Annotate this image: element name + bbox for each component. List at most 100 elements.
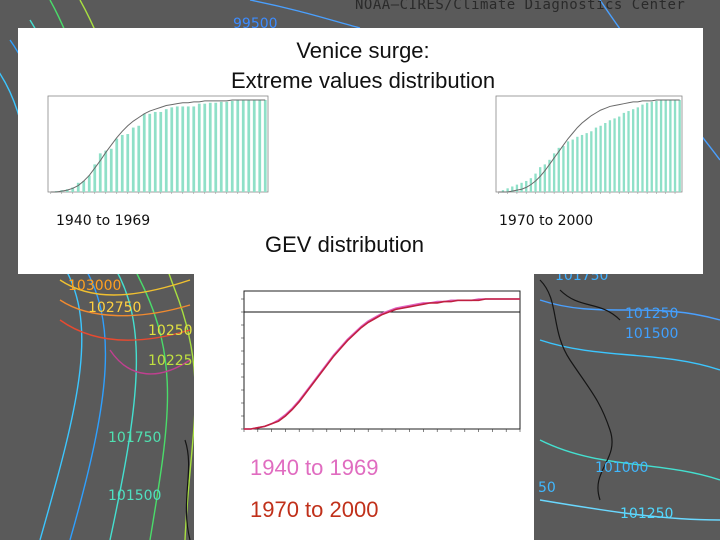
header-text: NOAA—CIRES/Climate Diagnostics Center <box>355 0 686 13</box>
histogram-bar <box>515 184 519 192</box>
histogram-bar <box>673 100 677 192</box>
histogram-bar <box>104 150 108 192</box>
gev-title: GEV distribution <box>265 232 424 257</box>
histogram-bar <box>501 190 505 192</box>
histogram-bar <box>181 106 185 192</box>
histogram-bar <box>557 147 560 192</box>
histogram-bar <box>645 102 649 192</box>
histogram-bar <box>247 100 251 192</box>
legend-series-1940-1969: 1940 to 1969 <box>250 455 379 480</box>
histogram-bar <box>214 102 218 192</box>
contour-label: 10250 <box>148 323 193 339</box>
fitted-curve <box>50 99 266 193</box>
legend-series-1970-2000: 1970 to 2000 <box>250 497 379 522</box>
contour-label: 101000 <box>595 460 648 476</box>
gev-series-line <box>244 298 520 430</box>
histogram-bar <box>594 127 598 192</box>
histogram-bar <box>137 125 141 192</box>
fitted-curve <box>498 99 680 193</box>
left-period-label: 1940 to 1969 <box>56 213 151 229</box>
histogram-bar <box>650 101 653 192</box>
histogram-bar <box>613 118 616 192</box>
contour-label: 101750 <box>108 430 161 446</box>
histogram-bar <box>186 106 190 192</box>
histogram-bar <box>627 111 630 192</box>
histogram-bar <box>159 111 163 192</box>
histogram-bar <box>225 101 229 192</box>
histogram-bar <box>236 100 240 192</box>
histogram-bar <box>669 100 672 192</box>
contour-label: 103000 <box>68 278 121 294</box>
contour-label: 101250 <box>620 506 673 522</box>
histogram-bar <box>622 112 626 192</box>
histogram-bar <box>76 182 80 192</box>
contour-label: 10225 <box>148 353 193 369</box>
histogram-bar <box>203 103 207 192</box>
histogram-bar <box>525 180 528 192</box>
histogram-bar <box>219 101 223 192</box>
histogram-bar <box>590 131 593 192</box>
right-period-label: 1970 to 2000 <box>499 213 594 229</box>
histogram-chart-1970-2000 <box>488 92 688 202</box>
histogram-bar <box>576 136 579 192</box>
histogram-bar <box>585 133 588 192</box>
histogram-bar <box>115 138 119 192</box>
histogram-bar <box>98 153 102 192</box>
histogram-bar <box>131 127 135 192</box>
histogram-bar <box>241 100 245 192</box>
histogram-bar <box>142 113 146 192</box>
histogram-bar <box>664 100 667 192</box>
contour-label: 50 <box>538 480 556 496</box>
histogram-bar <box>175 106 179 192</box>
histogram-bar <box>109 148 113 192</box>
histogram-bar <box>164 109 168 192</box>
histogram-bar <box>534 173 537 192</box>
histogram-bar <box>506 188 509 192</box>
top-panel: Venice surge: Extreme values distributio… <box>18 28 703 274</box>
histogram-bar <box>539 167 542 192</box>
histogram-bar <box>632 109 635 192</box>
histogram-bar <box>230 100 234 192</box>
histogram-chart-1940-1969 <box>40 92 274 202</box>
bottom-panel <box>194 273 534 540</box>
histogram-bar <box>170 107 174 192</box>
histogram-bar <box>678 100 681 192</box>
histogram-bar <box>566 141 570 192</box>
plot-frame <box>47 95 269 193</box>
histogram-bar <box>548 159 551 192</box>
histogram-bar <box>192 106 196 192</box>
gev-distribution-chart <box>241 290 521 432</box>
histogram-bar <box>599 125 602 192</box>
histogram-bar <box>641 104 644 192</box>
histogram-bar <box>82 180 86 192</box>
histogram-bar <box>552 153 556 192</box>
histogram-bar <box>93 164 97 192</box>
contour-label: 101250 <box>625 306 678 322</box>
histogram-bar <box>580 134 584 192</box>
histogram-bar <box>208 102 212 192</box>
histogram-bar <box>71 187 75 192</box>
histogram-bar <box>258 100 262 192</box>
histogram-bar <box>120 134 124 192</box>
histogram-bar <box>148 113 152 192</box>
histogram-bar <box>520 182 523 192</box>
title-line-2: Extreme values distribution <box>230 68 496 93</box>
histogram-bar <box>562 146 565 192</box>
histogram-bar <box>511 186 514 192</box>
contour-label: 101500 <box>625 326 678 342</box>
plot-frame <box>495 95 683 193</box>
contour-label: 102750 <box>88 300 141 316</box>
histogram-bar <box>608 120 612 192</box>
histogram-bar <box>659 100 663 192</box>
histogram-bar <box>543 164 546 192</box>
gev-series-line <box>244 298 520 430</box>
histogram-bar <box>87 175 91 192</box>
contour-label: 101500 <box>108 488 161 504</box>
title-line-1: Venice surge: <box>296 38 430 63</box>
histogram-bar <box>655 100 658 192</box>
histogram-bar <box>618 116 621 192</box>
histogram-bar <box>571 139 574 192</box>
histogram-bar <box>197 103 201 192</box>
histogram-bar <box>604 123 607 192</box>
histogram-bar <box>252 100 256 192</box>
